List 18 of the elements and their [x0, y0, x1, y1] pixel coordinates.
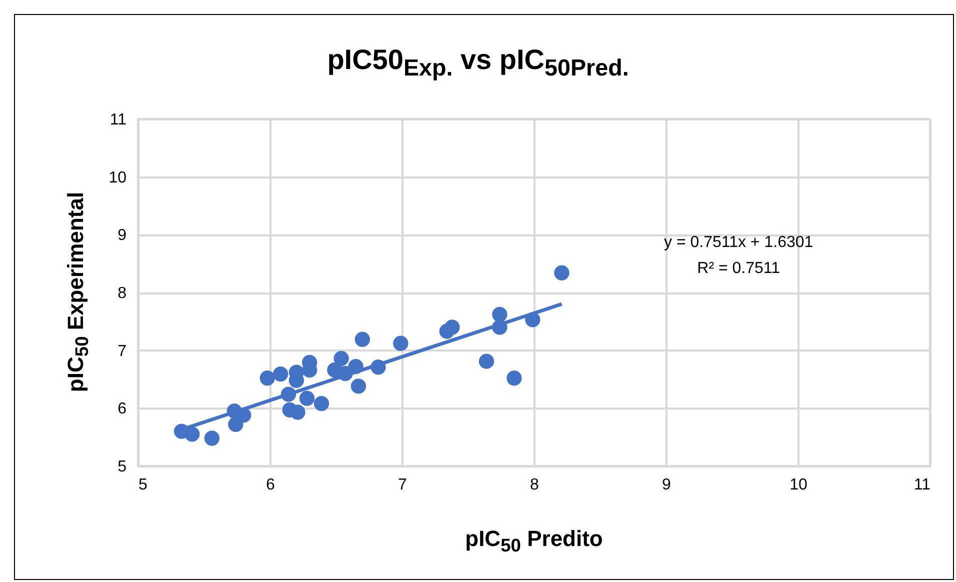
x-tick-label: 9 [662, 476, 672, 494]
x-tick-label: 8 [530, 476, 540, 494]
x-tick-label: 7 [398, 476, 408, 494]
x-tick-label: 10 [790, 476, 808, 494]
y-tick-label: 7 [118, 342, 127, 360]
x-tick-label: 6 [266, 476, 276, 494]
chart-title: pIC50$_{Exp.}$ vs pIC$_{50Pred.}$ [326, 44, 630, 82]
x-tick-label: 5 [138, 476, 148, 494]
y-tick-label: 9 [118, 227, 127, 244]
x-tick-label: 11 [914, 476, 931, 494]
y-tick-label: 5 [118, 458, 127, 476]
y-tick-label: 6 [118, 400, 127, 418]
y-tick-label: 8 [118, 285, 127, 302]
x-axis-title: pIC$_{50}$ Predito [464, 526, 604, 556]
y-tick-label: 11 [110, 112, 127, 128]
annotation: R² = 0.7511 [697, 260, 780, 277]
y-tick-label: 10 [108, 169, 127, 186]
annotation: y = 0.7511x + 1.6301 [664, 234, 814, 251]
